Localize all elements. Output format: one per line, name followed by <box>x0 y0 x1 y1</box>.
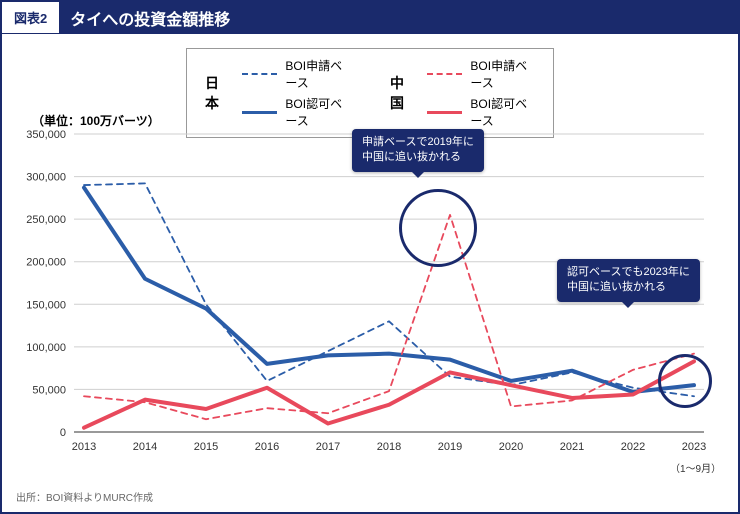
legend-entry: BOI申請ベース <box>242 57 350 91</box>
legend-country: 中国 <box>390 73 413 113</box>
y-tick-label: 200,000 <box>26 257 66 269</box>
x-tick-label: 2021 <box>560 441 584 453</box>
legend-label: BOI申請ベース <box>470 57 535 91</box>
legend-entry: BOI認可ベース <box>242 95 350 129</box>
figure-container: 図表2 タイへの投資金額推移 日本 BOI申請ベース BOI認可ベース 中国 BOI申請… <box>0 0 740 514</box>
legend: 日本 BOI申請ベース BOI認可ベース 中国 BOI申請ベース BOI認可ベース <box>186 48 554 138</box>
legend-entry: BOI認可ベース <box>427 95 535 129</box>
y-tick-label: 0 <box>60 427 66 439</box>
y-tick-label: 300,000 <box>26 172 66 184</box>
y-axis-unit: （単位：100万バーツ） <box>32 112 160 129</box>
y-tick-label: 150,000 <box>26 299 66 311</box>
legend-label: BOI申請ベース <box>285 57 350 91</box>
x-tick-label: 2022 <box>621 441 645 453</box>
y-tick-label: 100,000 <box>26 342 66 354</box>
annotation-box: 認可ベースでも2023年に中国に追い抜かれる <box>557 259 700 302</box>
legend-swatch <box>242 111 278 114</box>
y-tick-label: 250,000 <box>26 214 66 226</box>
source-attribution: 出所：BOI資料よりMURC作成 <box>16 489 153 504</box>
x-tick-label: 2017 <box>316 441 340 453</box>
annotation-circle <box>658 354 712 408</box>
x-tick-label: 2015 <box>194 441 218 453</box>
annotation-circle <box>399 189 477 267</box>
chart-area: 日本 BOI申請ベース BOI認可ベース 中国 BOI申請ベース BOI認可ベース （単位… <box>2 34 738 512</box>
legend-swatch <box>242 73 278 75</box>
x-tick-label: 2014 <box>133 441 157 453</box>
legend-entry: BOI申請ベース <box>427 57 535 91</box>
y-tick-label: 350,000 <box>26 129 66 141</box>
x-tick-label: 2016 <box>255 441 279 453</box>
x-tick-label: 2019 <box>438 441 462 453</box>
x-tick-label: 2013 <box>72 441 96 453</box>
x-tick-label: 2023 <box>682 441 706 453</box>
x-tick-label: 2018 <box>377 441 401 453</box>
legend-label: BOI認可ベース <box>285 95 350 129</box>
figure-title: タイへの投資金額推移 <box>60 2 738 34</box>
legend-swatch <box>427 73 463 75</box>
x-axis-subtitle: （1〜9月） <box>670 460 721 475</box>
x-tick-label: 2020 <box>499 441 523 453</box>
series-china_approval <box>84 361 694 427</box>
series-china_application <box>84 215 694 419</box>
annotation-box: 申請ベースで2019年に中国に追い抜かれる <box>352 129 484 172</box>
legend-swatch <box>427 111 463 114</box>
legend-country: 日本 <box>205 73 228 113</box>
title-bar: 図表2 タイへの投資金額推移 <box>2 2 738 34</box>
figure-tag: 図表2 <box>2 2 60 34</box>
y-tick-label: 50,000 <box>32 384 66 396</box>
legend-label: BOI認可ベース <box>470 95 535 129</box>
